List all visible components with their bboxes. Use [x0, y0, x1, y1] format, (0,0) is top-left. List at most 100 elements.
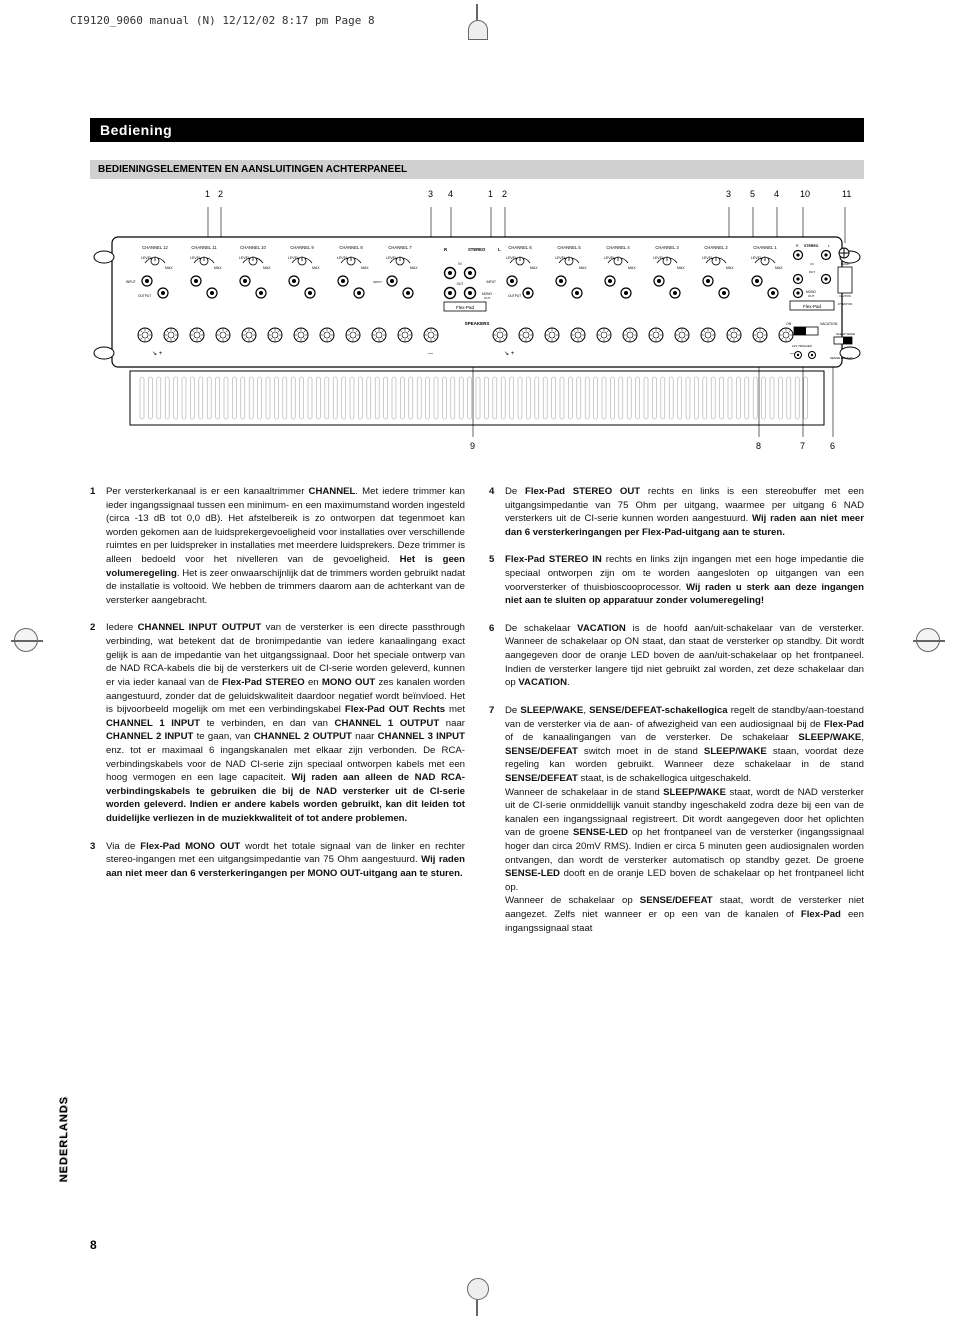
text-column-right: 4De Flex-Pad STEREO OUT rechts en links … — [489, 485, 864, 949]
svg-text:LEVEL: LEVEL — [337, 256, 348, 260]
callout-number: 3 — [726, 189, 731, 199]
paragraph-text: Per versterkerkanaal is er een kanaaltri… — [106, 485, 465, 607]
svg-text:LEVEL: LEVEL — [555, 256, 566, 260]
svg-text:↘ +: ↘ + — [504, 351, 515, 357]
svg-text:STEREO: STEREO — [804, 244, 819, 248]
svg-text:ATTENTION: ATTENTION — [838, 302, 853, 306]
paragraph-number: 3 — [90, 840, 106, 881]
paragraph-number: 2 — [90, 621, 106, 825]
svg-text:LEVEL: LEVEL — [190, 256, 201, 260]
paragraph: 1Per versterkerkanaal is er een kanaaltr… — [90, 485, 465, 607]
paragraph-number: 7 — [489, 704, 505, 935]
callout-row-bottom: 9 8 7 6 — [90, 441, 864, 459]
callout-number: 5 — [750, 189, 755, 199]
panel-svg: CHANNEL 12LEVELMAXCHANNEL 11LEVELMAXCHAN… — [90, 207, 864, 437]
svg-text:OUT: OUT — [809, 270, 816, 274]
svg-text:—: — — [428, 351, 433, 357]
paragraph-text: Iedere CHANNEL INPUT OUTPUT van de verst… — [106, 621, 465, 825]
svg-text:ON: ON — [786, 322, 792, 326]
svg-text:INPUT: INPUT — [486, 280, 496, 284]
callout-number: 2 — [218, 189, 223, 199]
svg-text:CHANNEL 1: CHANNEL 1 — [753, 245, 777, 250]
svg-text:LEVEL: LEVEL — [386, 256, 397, 260]
page-number: 8 — [90, 1238, 97, 1252]
svg-text:MAX: MAX — [410, 266, 418, 270]
svg-text:MAX: MAX — [165, 266, 173, 270]
svg-text:CHANNEL 4: CHANNEL 4 — [606, 245, 630, 250]
svg-text:Flex-Pad: Flex-Pad — [456, 305, 475, 310]
callout-number: 1 — [488, 189, 493, 199]
svg-text:CHANNEL 2: CHANNEL 2 — [704, 245, 728, 250]
svg-text:CHANNEL 10: CHANNEL 10 — [240, 245, 266, 250]
callout-row-top: 1234123541011 — [90, 189, 864, 207]
paragraph: 6De schakelaar VACATION is de hoofd aan/… — [489, 622, 864, 690]
callout-number: 4 — [448, 189, 453, 199]
svg-text:LEVEL: LEVEL — [751, 256, 762, 260]
paragraph-text: De Flex-Pad STEREO OUT rechts en links i… — [505, 485, 864, 539]
svg-text:INPUT: INPUT — [373, 280, 382, 284]
svg-text:OUTPUT: OUTPUT — [138, 294, 151, 298]
svg-text:MAX: MAX — [628, 266, 636, 270]
svg-text:LEVEL: LEVEL — [288, 256, 299, 260]
svg-text:CHANNEL 6: CHANNEL 6 — [508, 245, 532, 250]
paragraph-text: Via de Flex-Pad MONO OUT wordt het total… — [106, 840, 465, 881]
svg-text:CAUTION: CAUTION — [839, 294, 851, 298]
svg-text:LEVEL: LEVEL — [506, 256, 517, 260]
svg-text:INPUT: INPUT — [126, 280, 136, 284]
svg-text:CHANNEL 9: CHANNEL 9 — [290, 245, 314, 250]
text-column-left: 1Per versterkerkanaal is er een kanaaltr… — [90, 485, 465, 949]
callout-number: 4 — [774, 189, 779, 199]
callout-number: 1 — [205, 189, 210, 199]
paragraph-text: De schakelaar VACATION is de hoofd aan/u… — [505, 622, 864, 690]
paragraph-number: 5 — [489, 553, 505, 607]
print-job-header: CI9120_9060 manual (N) 12/12/02 8:17 pm … — [70, 14, 375, 27]
svg-text:MAX: MAX — [214, 266, 222, 270]
svg-text:MAX: MAX — [775, 266, 783, 270]
paragraph-text: Flex-Pad STEREO IN rechts en links zijn … — [505, 553, 864, 607]
svg-text:↘ +: ↘ + — [152, 351, 163, 357]
callout-number: 11 — [842, 189, 851, 199]
svg-text:L: L — [498, 247, 501, 252]
svg-text:SPEAKERS: SPEAKERS — [465, 321, 490, 326]
callout-number: 6 — [830, 441, 835, 451]
callout-number: 7 — [800, 441, 805, 451]
svg-text:OUT: OUT — [808, 294, 815, 298]
crop-mark-right — [916, 628, 940, 652]
svg-text:R: R — [444, 247, 447, 252]
svg-text:CHANNEL 8: CHANNEL 8 — [339, 245, 363, 250]
paragraph-number: 4 — [489, 485, 505, 539]
svg-text:MAX: MAX — [677, 266, 685, 270]
fold-mark-top — [468, 4, 486, 38]
svg-text:MAX: MAX — [579, 266, 587, 270]
svg-text:OUT: OUT — [457, 282, 464, 286]
language-tab: NEDERLANDS — [58, 1096, 70, 1182]
callout-number: 10 — [800, 189, 810, 199]
svg-text:MAX: MAX — [726, 266, 734, 270]
rear-panel-diagram: 1234123541011 CHANNEL 12LEVELMAXCHANNEL … — [90, 189, 864, 469]
paragraph-number: 1 — [90, 485, 106, 607]
svg-text:LEVEL: LEVEL — [653, 256, 664, 260]
svg-text:MAX: MAX — [361, 266, 369, 270]
fold-mark-bottom — [467, 1280, 487, 1316]
svg-text:MAX: MAX — [263, 266, 271, 270]
svg-text:SLEEP WAKE: SLEEP WAKE — [836, 332, 855, 336]
svg-text:IN: IN — [811, 262, 814, 266]
paragraph: 3Via de Flex-Pad MONO OUT wordt het tota… — [90, 840, 465, 881]
svg-text:MAX: MAX — [312, 266, 320, 270]
svg-text:L: L — [828, 244, 830, 248]
paragraph: 7De SLEEP/WAKE, SENSE/DEFEAT-schakellogi… — [489, 704, 864, 935]
callout-number: 8 — [756, 441, 761, 451]
svg-text:SENSE DEFEAT: SENSE DEFEAT — [830, 356, 853, 360]
paragraph-text: De SLEEP/WAKE, SENSE/DEFEAT-schakellogic… — [505, 704, 864, 935]
crop-mark-left — [14, 628, 38, 652]
svg-text:LEVEL: LEVEL — [239, 256, 250, 260]
paragraph-number: 6 — [489, 622, 505, 690]
svg-text:Flex-Pad: Flex-Pad — [803, 304, 822, 309]
callout-number: 9 — [470, 441, 475, 451]
paragraph: 2Iedere CHANNEL INPUT OUTPUT van de vers… — [90, 621, 465, 825]
svg-text:LEVEL: LEVEL — [702, 256, 713, 260]
svg-text:CHANNEL 12: CHANNEL 12 — [142, 245, 168, 250]
svg-text:CHANNEL 5: CHANNEL 5 — [557, 245, 581, 250]
paragraph: 4De Flex-Pad STEREO OUT rechts en links … — [489, 485, 864, 539]
callout-number: 3 — [428, 189, 433, 199]
